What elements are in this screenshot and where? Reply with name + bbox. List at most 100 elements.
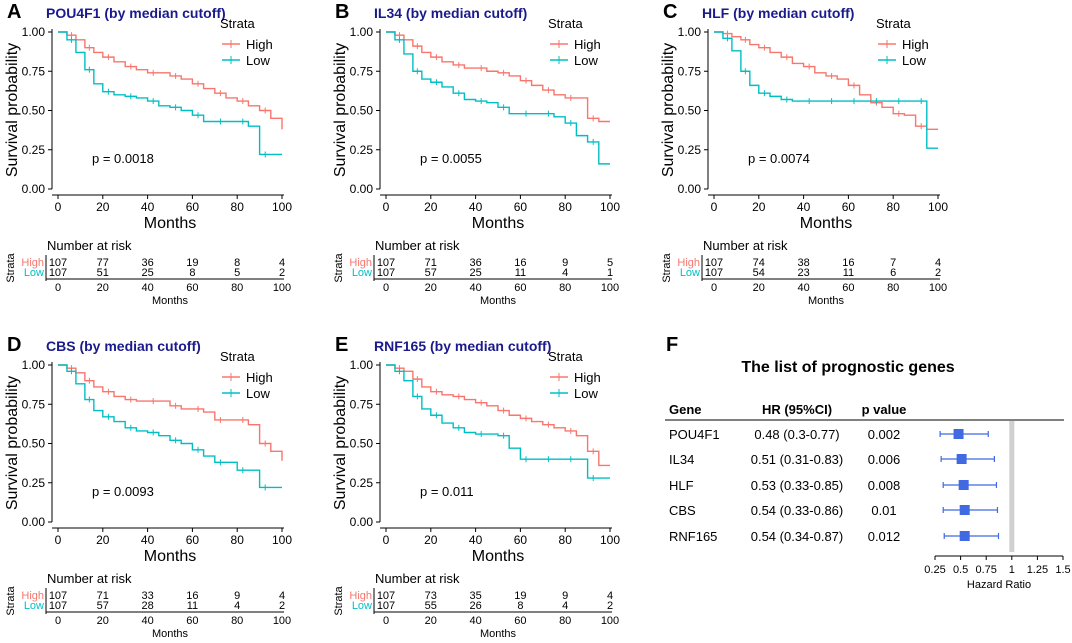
panel-label: B — [335, 1, 349, 23]
risk-count: 4 — [562, 600, 568, 612]
forest-gene-label: IL34 — [669, 452, 694, 467]
forest-x-tick-label: 1.5 — [1055, 564, 1070, 576]
x-axis-title: Months — [144, 215, 196, 232]
km-panel-d: D CBS (by median cutoff) 0.00 0.25 0.50 0.75 1… — [4, 334, 292, 640]
risk-count: 4 — [234, 600, 240, 612]
y-tick-label: 0.00 — [22, 515, 46, 529]
legend-title: Strata — [220, 349, 255, 364]
y-axis-title: Survival probability — [4, 376, 21, 510]
risk-count: 9 — [234, 590, 240, 602]
risk-x-tick-label: 0 — [383, 615, 389, 627]
forest-p-value: 0.006 — [868, 452, 901, 467]
risk-count: 107 — [377, 600, 395, 612]
y-axis-title: Survival probability — [4, 43, 21, 177]
risk-count: 51 — [97, 267, 109, 279]
risk-x-tick-label: 40 — [141, 282, 153, 294]
risk-count: 107 — [49, 267, 67, 279]
risk-x-tick-label: 0 — [383, 282, 389, 294]
x-tick-label: 40 — [141, 200, 155, 214]
risk-count: 38 — [797, 257, 809, 269]
risk-count: 4 — [607, 590, 613, 602]
risk-x-tick-label: 60 — [186, 615, 198, 627]
risk-count: 8 — [234, 257, 240, 269]
x-tick-label: 0 — [55, 200, 62, 214]
risk-row-label: Low — [24, 600, 44, 612]
risk-x-tick-label: 20 — [97, 282, 109, 294]
legend-title: Strata — [548, 349, 583, 364]
risk-x-axis-title: Months — [480, 628, 517, 640]
x-axis-title: Months — [472, 548, 524, 565]
km-panel-e: E RNF165 (by median cutoff) 0.00 0.25 0.50 0.… — [332, 334, 620, 640]
risk-count: 19 — [186, 257, 198, 269]
x-tick-label: 80 — [559, 533, 573, 547]
forest-column-header: Gene — [669, 402, 702, 417]
risk-row-label: High — [349, 590, 372, 602]
legend-label-low: Low — [574, 386, 598, 401]
risk-count: 71 — [97, 590, 109, 602]
x-tick-label: 20 — [96, 200, 110, 214]
x-tick-label: 80 — [887, 200, 901, 214]
risk-count: 36 — [469, 257, 481, 269]
risk-count: 25 — [141, 267, 153, 279]
risk-row-label: Low — [24, 267, 44, 279]
risk-count: 107 — [377, 590, 395, 602]
km-panel-a: A POU4F1 (by median cutoff) 0.00 0.25 0.50 0.… — [4, 1, 292, 307]
risk-count: 107 — [705, 257, 723, 269]
x-axis-title: Months — [800, 215, 852, 232]
p-value-label: p = 0.011 — [420, 484, 474, 499]
legend-title: Strata — [548, 16, 583, 31]
km-curve-low — [714, 31, 938, 149]
risk-table-header: Number at risk — [47, 238, 132, 253]
risk-count: 71 — [425, 257, 437, 269]
risk-count: 2 — [935, 267, 941, 279]
y-tick-label: 1.00 — [350, 358, 374, 372]
km-curve-high — [58, 364, 283, 461]
risk-row-label: Low — [680, 267, 700, 279]
risk-count: 4 — [562, 267, 568, 279]
y-tick-label: 0.25 — [22, 476, 46, 490]
risk-x-tick-label: 80 — [559, 615, 571, 627]
y-tick-label: 0.50 — [22, 437, 46, 451]
forest-x-axis-title: Hazard Ratio — [967, 579, 1031, 591]
forest-hr-ci-label: 0.54 (0.33-0.86) — [751, 503, 844, 518]
risk-row-label: High — [21, 257, 44, 269]
x-tick-label: 0 — [383, 200, 390, 214]
risk-x-tick-label: 0 — [55, 282, 61, 294]
risk-table-header: Number at risk — [375, 571, 460, 586]
y-tick-label: 1.00 — [350, 25, 374, 39]
risk-x-tick-label: 40 — [797, 282, 809, 294]
risk-x-tick-label: 20 — [753, 282, 765, 294]
risk-count: 33 — [141, 590, 153, 602]
y-tick-label: 0.00 — [350, 515, 374, 529]
risk-count: 107 — [705, 267, 723, 279]
risk-row-label: High — [349, 257, 372, 269]
legend-label-low: Low — [574, 53, 598, 68]
x-tick-label: 60 — [514, 200, 528, 214]
forest-column-header: p value — [862, 402, 907, 417]
forest-reference-line — [1009, 421, 1015, 552]
risk-count: 8 — [189, 267, 195, 279]
risk-x-tick-label: 60 — [186, 282, 198, 294]
risk-count: 55 — [425, 600, 437, 612]
x-tick-label: 40 — [469, 200, 483, 214]
risk-count: 4 — [279, 257, 285, 269]
risk-count: 57 — [425, 267, 437, 279]
risk-x-tick-label: 60 — [842, 282, 854, 294]
legend-label-high: High — [902, 37, 929, 52]
forest-x-tick-label: 0.5 — [953, 564, 968, 576]
x-axis-title: Months — [144, 548, 196, 565]
risk-count: 107 — [49, 600, 67, 612]
legend-label-low: Low — [246, 53, 270, 68]
risk-strata-axis-label: Strata — [333, 252, 345, 282]
risk-count: 107 — [49, 257, 67, 269]
y-tick-label: 1.00 — [678, 25, 702, 39]
forest-hr-ci-label: 0.48 (0.3-0.77) — [754, 427, 839, 442]
y-axis-title: Survival probability — [332, 43, 349, 177]
x-tick-label: 80 — [559, 200, 573, 214]
legend-label-high: High — [246, 370, 273, 385]
risk-x-tick-label: 100 — [929, 282, 947, 294]
risk-x-axis-title: Months — [152, 295, 189, 307]
p-value-label: p = 0.0055 — [420, 151, 482, 166]
x-tick-label: 80 — [231, 200, 245, 214]
